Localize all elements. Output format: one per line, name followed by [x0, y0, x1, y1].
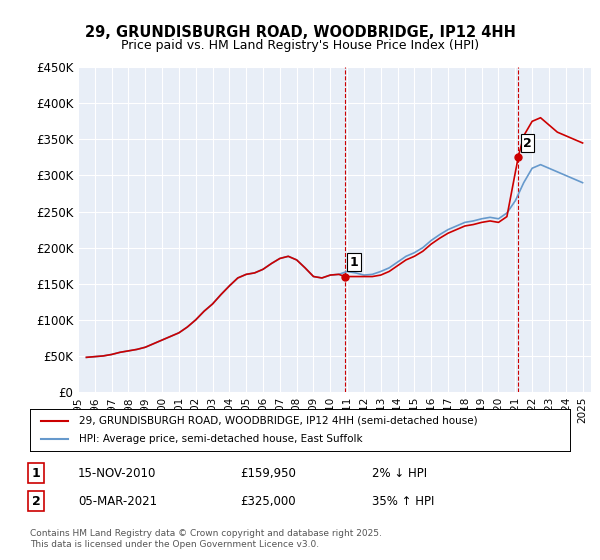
Text: 1: 1 [32, 466, 40, 480]
Text: 1: 1 [350, 256, 359, 269]
Text: 05-MAR-2021: 05-MAR-2021 [78, 494, 157, 508]
Text: £159,950: £159,950 [240, 466, 296, 480]
Text: HPI: Average price, semi-detached house, East Suffolk: HPI: Average price, semi-detached house,… [79, 434, 362, 444]
Text: £325,000: £325,000 [240, 494, 296, 508]
Text: 29, GRUNDISBURGH ROAD, WOODBRIDGE, IP12 4HH (semi-detached house): 29, GRUNDISBURGH ROAD, WOODBRIDGE, IP12 … [79, 416, 477, 426]
Text: 35% ↑ HPI: 35% ↑ HPI [372, 494, 434, 508]
Text: 15-NOV-2010: 15-NOV-2010 [78, 466, 157, 480]
Text: Price paid vs. HM Land Registry's House Price Index (HPI): Price paid vs. HM Land Registry's House … [121, 39, 479, 52]
Text: 2: 2 [523, 137, 532, 150]
Text: Contains HM Land Registry data © Crown copyright and database right 2025.
This d: Contains HM Land Registry data © Crown c… [30, 529, 382, 549]
Text: 2% ↓ HPI: 2% ↓ HPI [372, 466, 427, 480]
Text: 2: 2 [32, 494, 40, 508]
Text: 29, GRUNDISBURGH ROAD, WOODBRIDGE, IP12 4HH: 29, GRUNDISBURGH ROAD, WOODBRIDGE, IP12 … [85, 25, 515, 40]
